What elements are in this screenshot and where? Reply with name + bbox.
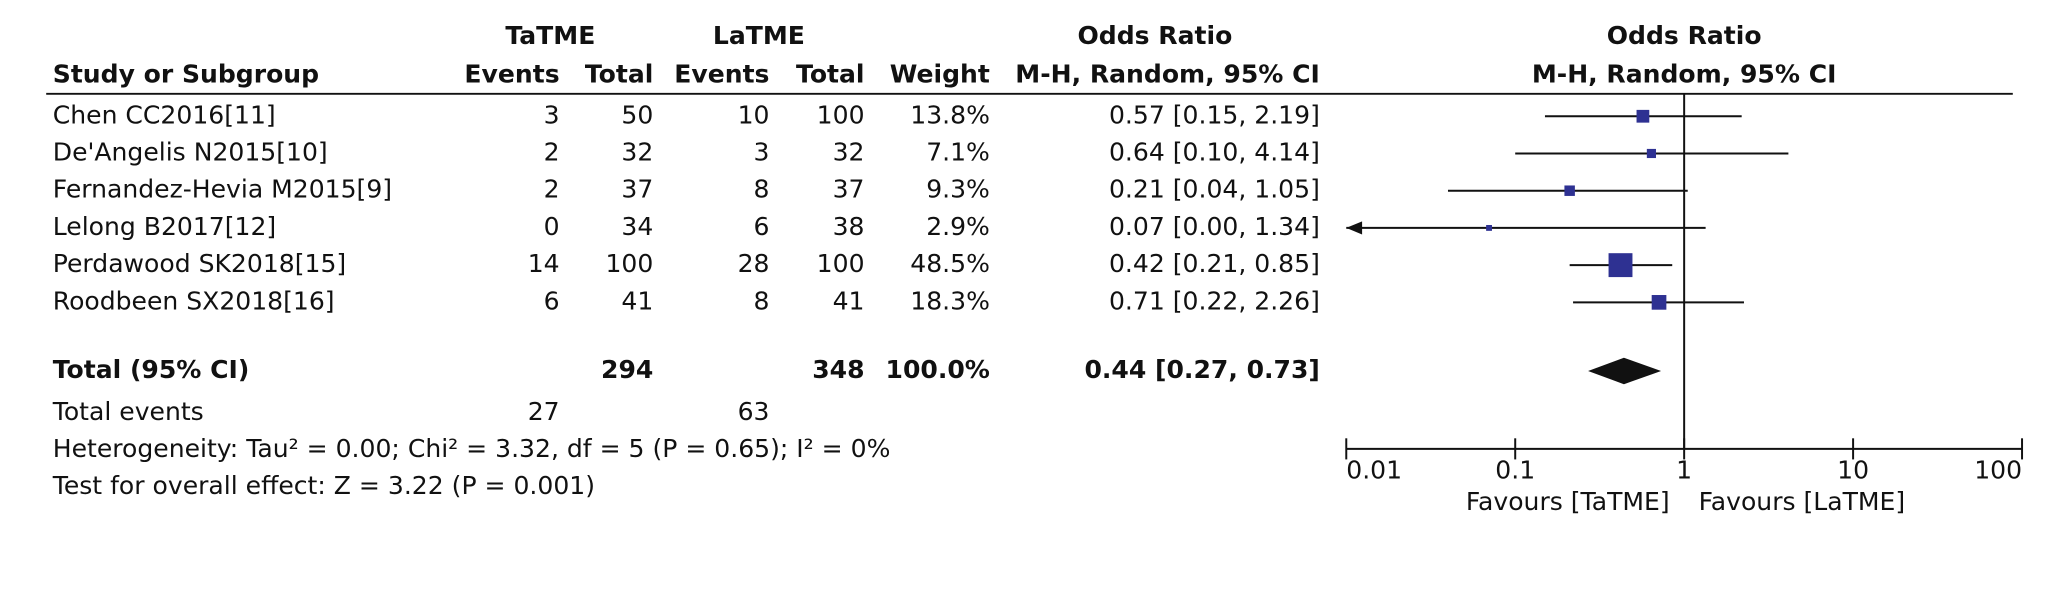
point-estimate — [1651, 295, 1667, 310]
cell: 3 — [754, 137, 770, 166]
point-estimate — [1486, 224, 1492, 231]
study-name: Roodbeen SX2018[16] — [53, 286, 335, 315]
cell: 0.64 [0.10, 4.14] — [1109, 137, 1320, 166]
study-name: Perdawood SK2018[15] — [53, 249, 346, 278]
cell: 6 — [754, 212, 770, 241]
cell: 63 — [738, 397, 770, 426]
cell: 0 — [544, 212, 560, 241]
cell: 2 — [544, 175, 560, 204]
cell: 18.3% — [910, 286, 990, 315]
cell: 0.44 [0.27, 0.73] — [1084, 355, 1319, 384]
col-header: Study or Subgroup — [53, 59, 319, 88]
cell: 34 — [621, 212, 653, 241]
cell: 37 — [833, 175, 865, 204]
cell: 100 — [605, 249, 653, 278]
cell: 48.5% — [910, 249, 990, 278]
cell: 10 — [738, 100, 770, 129]
point-estimate — [1608, 253, 1633, 278]
cell: 2.9% — [926, 212, 990, 241]
cell: 100 — [817, 100, 865, 129]
or-header: Odds Ratio — [1077, 21, 1232, 50]
point-estimate — [1564, 185, 1575, 196]
cell: 348 — [812, 355, 864, 384]
col-header: Events — [464, 59, 559, 88]
cell: 8 — [754, 286, 770, 315]
group-header: LaTME — [713, 21, 805, 50]
cell: 100 — [817, 249, 865, 278]
cell: 37 — [621, 175, 653, 204]
cell: 28 — [738, 249, 770, 278]
col-header: Weight — [890, 59, 990, 88]
cell: 50 — [621, 100, 653, 129]
favours-label: Favours [TaTME] — [1466, 487, 1670, 516]
point-estimate — [1636, 109, 1650, 123]
plot-header: Odds Ratio — [1607, 21, 1762, 50]
col-header: Total — [585, 59, 653, 88]
ci-arrow — [1346, 221, 1363, 235]
point-estimate — [1646, 148, 1656, 159]
study-name: De'Angelis N2015[10] — [53, 137, 328, 166]
cell: 13.8% — [910, 100, 990, 129]
footnote: Test for overall effect: Z = 3.22 (P = 0… — [52, 471, 595, 500]
favours-label: Favours [LaTME] — [1699, 487, 1906, 516]
total-name: Total (95% CI) — [53, 355, 250, 384]
study-name: Chen CC2016[11] — [53, 100, 276, 129]
footnote: Heterogeneity: Tau² = 0.00; Chi² = 3.32,… — [53, 434, 891, 463]
cell: 0.42 [0.21, 0.85] — [1109, 249, 1320, 278]
cell: 7.1% — [926, 137, 990, 166]
study-name: Fernandez-Hevia M2015[9] — [53, 175, 392, 204]
group-header: TaTME — [505, 21, 595, 50]
study-name: Lelong B2017[12] — [53, 212, 276, 241]
row-label: Total events — [52, 397, 204, 426]
cell: 8 — [754, 175, 770, 204]
cell: 41 — [621, 286, 653, 315]
x-tick-label: 0.01 — [1346, 455, 1402, 484]
col-header: Events — [674, 59, 769, 88]
x-tick-label: 100 — [1974, 455, 2022, 484]
cell: 0.57 [0.15, 2.19] — [1109, 100, 1320, 129]
cell: 41 — [833, 286, 865, 315]
col-header: M-H, Random, 95% CI — [1015, 59, 1320, 88]
cell: 9.3% — [926, 175, 990, 204]
cell: 32 — [621, 137, 653, 166]
plot-header: M-H, Random, 95% CI — [1532, 59, 1837, 88]
cell: 3 — [544, 100, 560, 129]
cell: 38 — [833, 212, 865, 241]
x-tick-label: 1 — [1676, 455, 1692, 484]
x-tick-label: 10 — [1837, 455, 1869, 484]
x-tick-label: 0.1 — [1495, 455, 1535, 484]
cell: 32 — [833, 137, 865, 166]
cell: 0.07 [0.00, 1.34] — [1109, 212, 1320, 241]
cell: 27 — [528, 397, 560, 426]
col-header: Total — [796, 59, 864, 88]
cell: 294 — [601, 355, 653, 384]
cell: 0.71 [0.22, 2.26] — [1109, 286, 1320, 315]
cell: 0.21 [0.04, 1.05] — [1109, 175, 1320, 204]
cell: 100.0% — [886, 355, 990, 384]
cell: 14 — [528, 249, 560, 278]
cell: 2 — [544, 137, 560, 166]
cell: 6 — [544, 286, 560, 315]
pooled-diamond — [1588, 357, 1662, 385]
